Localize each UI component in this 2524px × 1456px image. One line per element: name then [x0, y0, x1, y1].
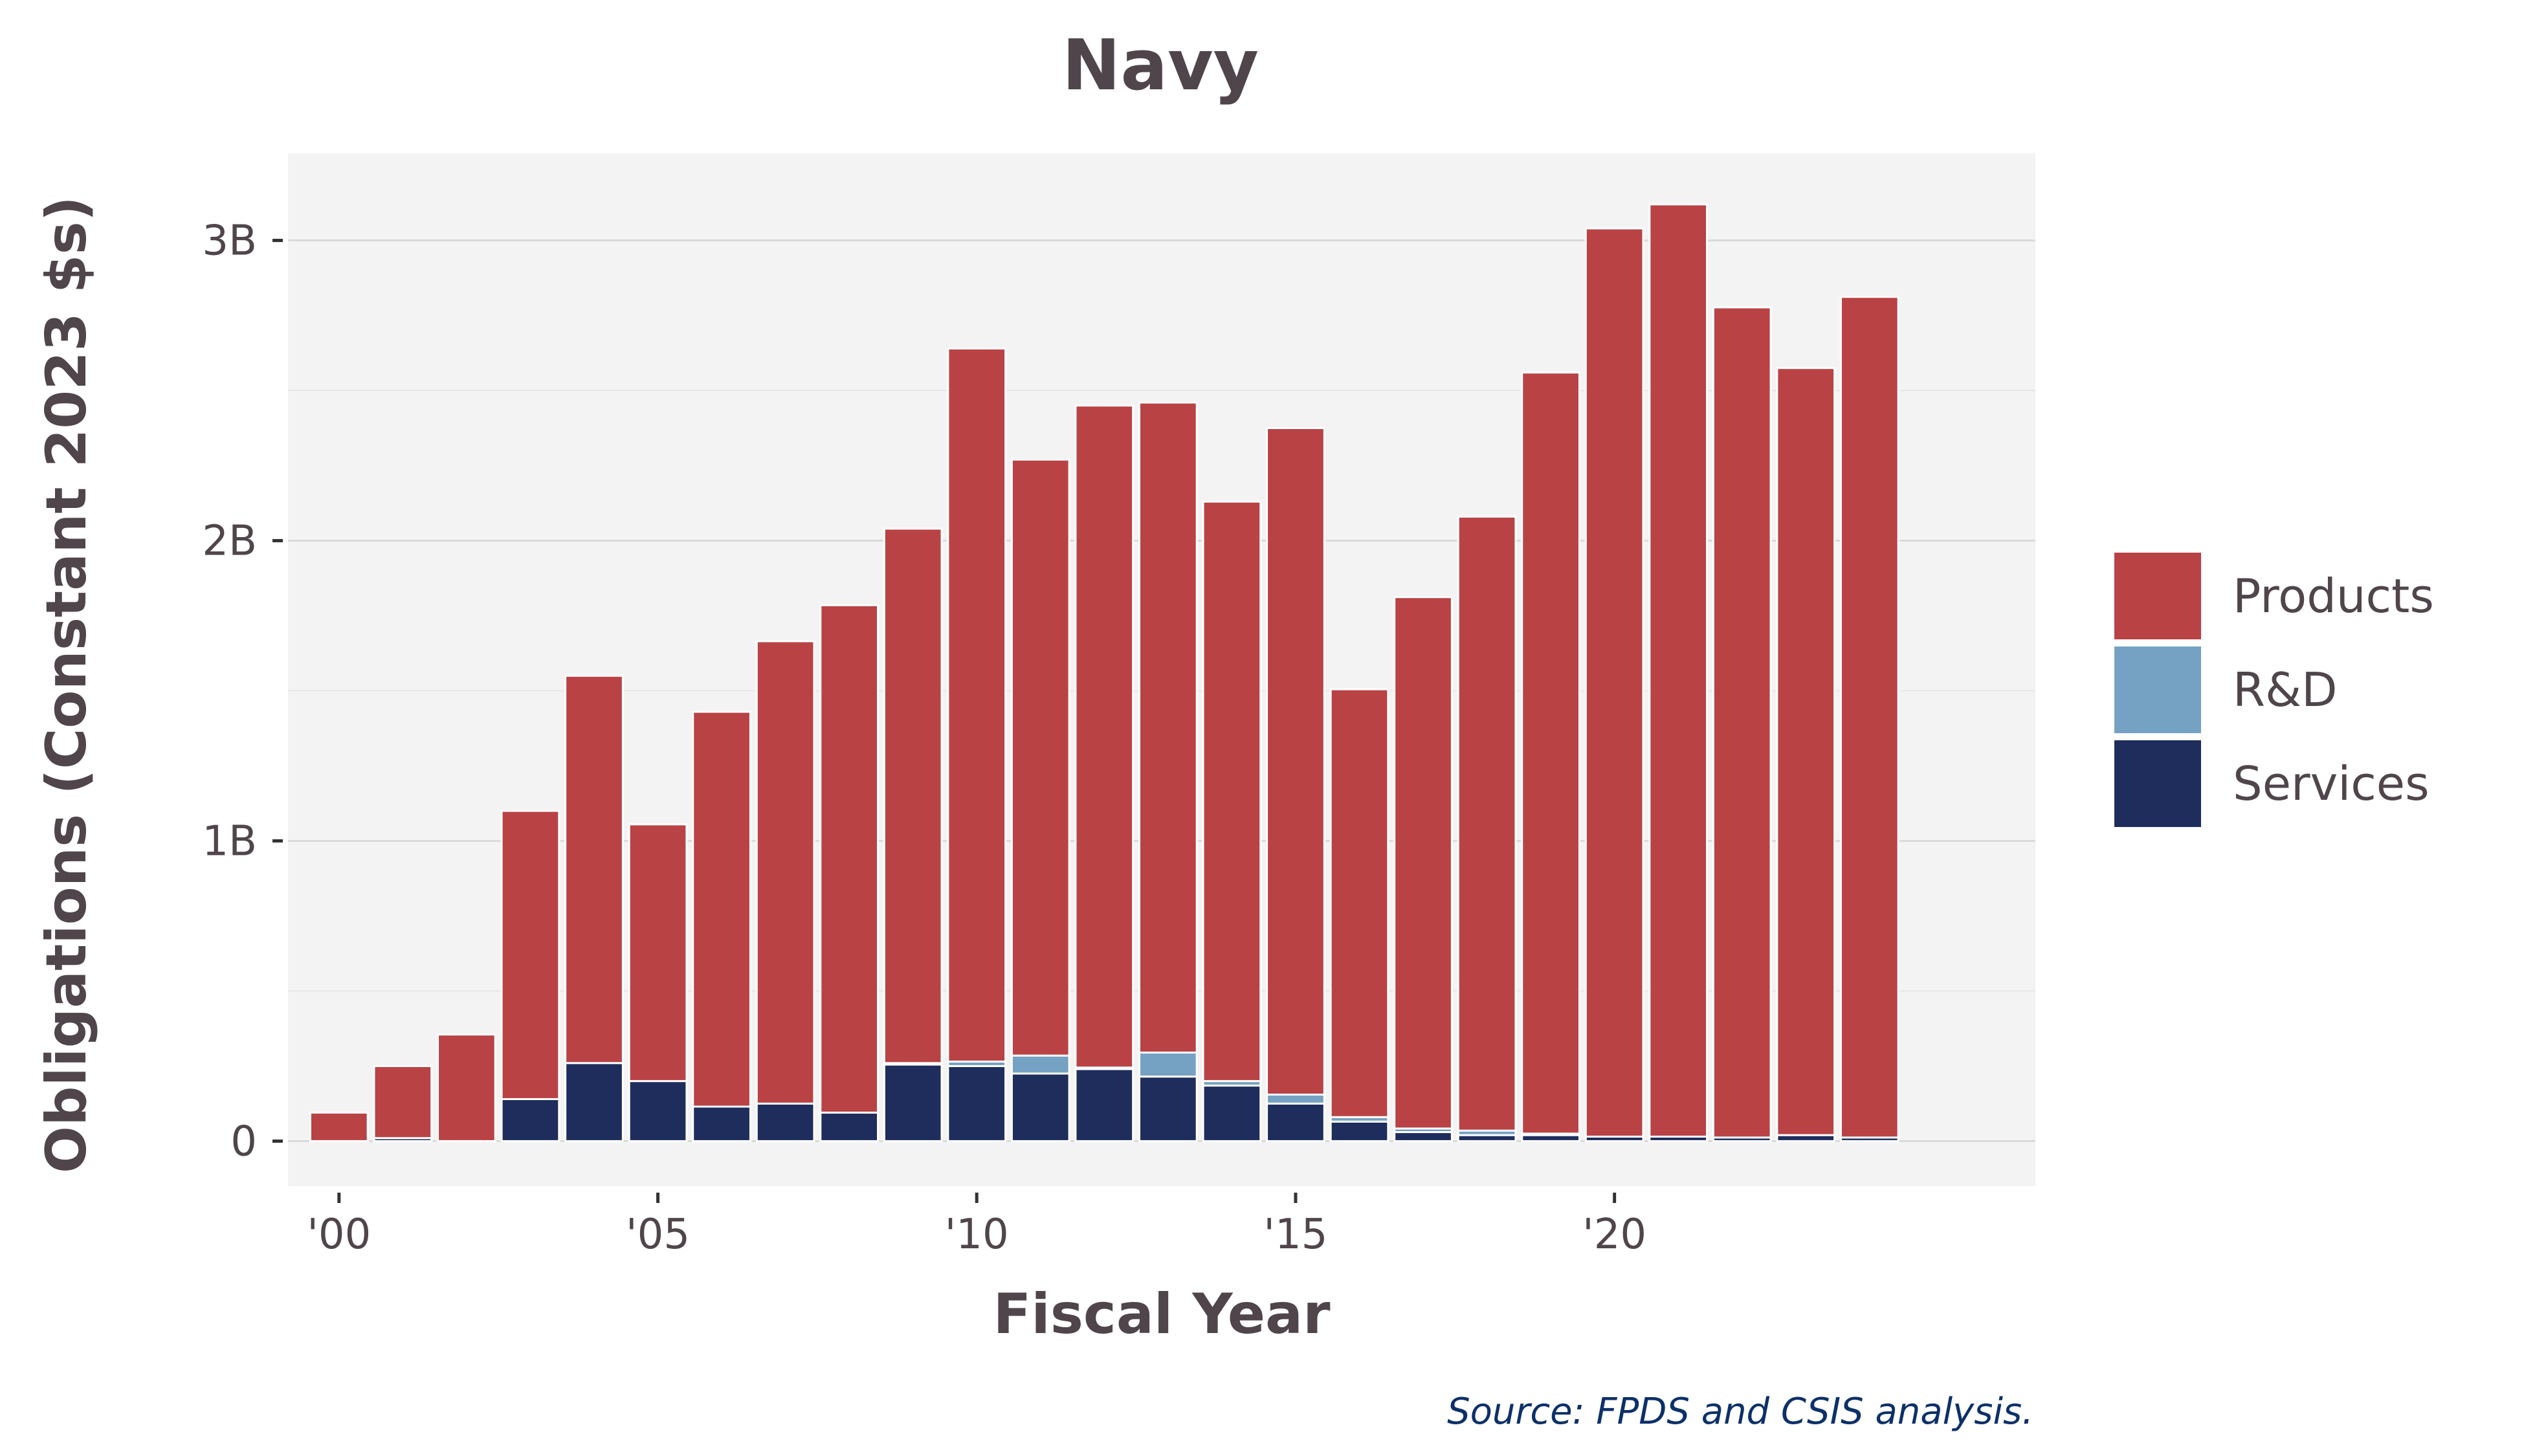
legend: Products R&D Services: [2112, 550, 2434, 830]
y-tick-label: 0: [230, 1118, 257, 1165]
bar-products-2000: [309, 1111, 369, 1142]
bar-products-2016: [1329, 688, 1389, 1118]
bar-products-2019: [1521, 371, 1580, 1135]
bar-products-2002: [437, 1033, 496, 1142]
legend-label-products: Products: [2233, 569, 2434, 623]
bar-products-2011: [1010, 458, 1070, 1057]
bar-products-2023: [1776, 367, 1836, 1136]
x-axis: '00 '05 '10 '15 '20: [307, 1193, 1646, 1259]
bar-products-2021: [1648, 203, 1709, 1138]
bar-products-2017: [1393, 596, 1453, 1130]
x-tick-label: '15: [1263, 1211, 1327, 1259]
y-tick-label: 1B: [202, 817, 257, 865]
y-tick-label: 2B: [202, 518, 257, 566]
bars: [309, 203, 1899, 1142]
y-tick-label: 3B: [202, 217, 257, 265]
bar-products-2010: [947, 347, 1007, 1063]
bar-products-2009: [883, 527, 943, 1064]
bar-products-2020: [1584, 227, 1644, 1138]
bar-services-2014: [1202, 1085, 1262, 1142]
bar-products-2005: [628, 823, 688, 1083]
bar-services-2004: [564, 1062, 624, 1142]
bar-products-2015: [1266, 427, 1325, 1096]
bar-rd-2015: [1266, 1093, 1325, 1105]
legend-key-products: [2112, 550, 2204, 642]
bar-rd-2011: [1010, 1054, 1070, 1075]
bar-services-2015: [1266, 1102, 1325, 1142]
bar-products-2007: [755, 640, 815, 1105]
legend-key-services: [2112, 738, 2204, 830]
bar-services-2011: [1010, 1072, 1070, 1142]
legend-label-services: Services: [2233, 756, 2430, 811]
bar-services-2017: [1393, 1131, 1453, 1142]
bar-products-2018: [1457, 515, 1517, 1132]
x-tick-label: '00: [307, 1211, 371, 1259]
bar-services-2010: [947, 1064, 1007, 1142]
source-note: Source: FPDS and CSIS analysis.: [1447, 1391, 2033, 1433]
bar-services-2012: [1074, 1068, 1135, 1142]
x-tick-label: '20: [1582, 1211, 1646, 1259]
bar-services-2013: [1138, 1075, 1198, 1142]
bar-rd-2013: [1138, 1052, 1198, 1078]
y-axis-title: Obligations (Constant 2023 $s): [34, 196, 99, 1173]
bar-services-2006: [692, 1105, 751, 1142]
legend-label-rd: R&D: [2233, 663, 2338, 717]
bar-products-2008: [819, 604, 879, 1114]
bar-products-2013: [1138, 401, 1198, 1054]
bar-products-2003: [500, 810, 560, 1100]
bar-services-2005: [628, 1080, 688, 1142]
bar-services-2003: [500, 1098, 560, 1142]
bar-services-2008: [819, 1111, 879, 1142]
x-tick-label: '10: [945, 1211, 1009, 1259]
bar-services-2016: [1329, 1120, 1389, 1142]
bar-products-2024: [1839, 296, 1899, 1139]
bar-products-2004: [564, 674, 624, 1064]
x-axis-title: Fiscal Year: [993, 1282, 1331, 1347]
bar-services-2007: [755, 1102, 815, 1142]
bar-products-2001: [373, 1064, 433, 1140]
legend-key-rd: [2112, 644, 2204, 736]
bar-services-2009: [883, 1063, 943, 1142]
bar-products-2022: [1712, 306, 1772, 1139]
x-tick-label: '05: [626, 1211, 690, 1259]
bar-products-2012: [1074, 404, 1135, 1069]
y-axis: 0 1B 2B 3B: [202, 217, 283, 1165]
bar-products-2006: [692, 711, 751, 1108]
chart-title: Navy: [1062, 25, 1259, 106]
bar-products-2014: [1202, 500, 1262, 1083]
